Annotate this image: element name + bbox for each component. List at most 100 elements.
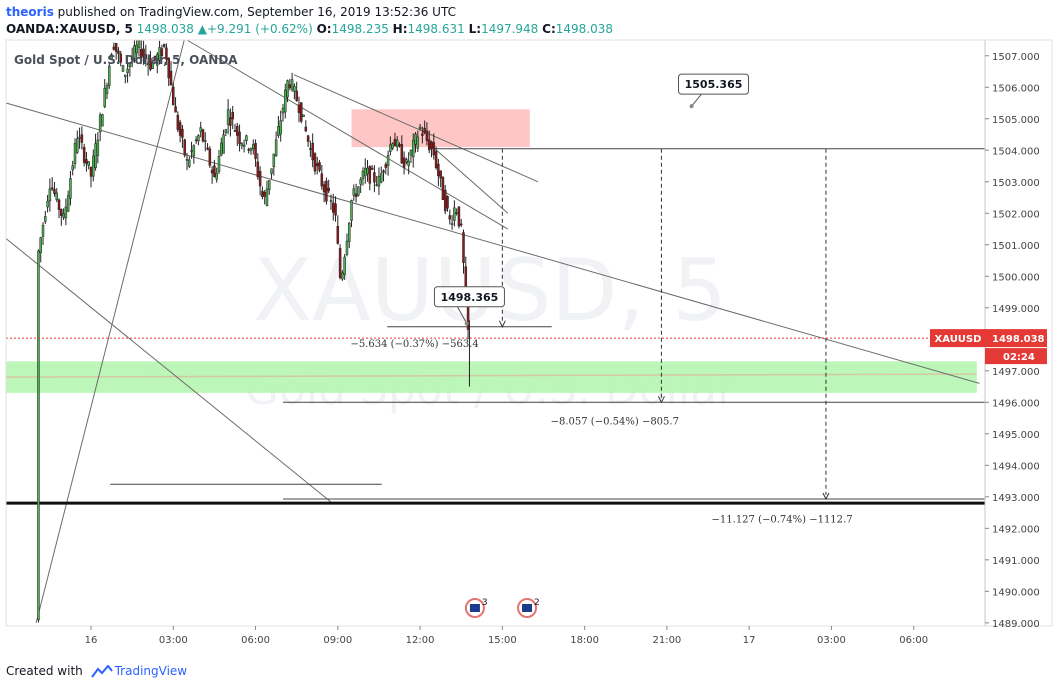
candle-body: [409, 150, 413, 156]
candle-body: [437, 163, 440, 177]
candle-body: [210, 169, 214, 174]
candle-body: [80, 134, 84, 143]
symbol-tag: [930, 329, 986, 348]
candle-body: [103, 88, 106, 107]
candle-body: [206, 147, 209, 150]
projection-arrow-2: [657, 396, 665, 404]
candle-body: [247, 149, 250, 151]
candle-body: [215, 172, 218, 180]
callout-box-1: [678, 73, 750, 95]
candle-body: [459, 223, 463, 226]
candle-body: [201, 129, 205, 142]
candle-body: [272, 153, 276, 168]
candle-body: [121, 65, 125, 72]
price-tick-label: 1505.000: [992, 115, 1040, 126]
candle-body: [242, 144, 246, 147]
publish-info: theoris published on TradingView.com, Se…: [6, 5, 456, 19]
price-tick-label: 1495.000: [992, 430, 1040, 441]
time-tick-label: 03:00: [817, 635, 846, 646]
candle-body: [341, 272, 344, 280]
tradingview-link[interactable]: TradingView: [114, 664, 188, 678]
candle-body: [439, 170, 442, 179]
event-count-1: 3: [482, 598, 488, 608]
candle-body: [361, 170, 365, 179]
candle-body: [277, 125, 280, 136]
callout-label-1: 1505.365: [685, 78, 743, 91]
candle-body: [354, 193, 358, 198]
candle-body: [146, 62, 150, 65]
projection-arrow-3: [822, 492, 830, 501]
time-tick-label: 03:00: [159, 635, 188, 646]
zones-layer: [5, 109, 977, 393]
candle-body: [174, 106, 177, 113]
candle-body: [208, 148, 212, 166]
candle-body: [331, 202, 335, 213]
callout-pointer-2: [457, 306, 468, 324]
price-tick-label: 1502.000: [992, 209, 1040, 220]
candle-body: [446, 196, 449, 209]
author-link[interactable]: theoris: [6, 5, 54, 19]
candle-body: [359, 179, 362, 185]
candle-body: [167, 57, 170, 79]
candle-body: [165, 47, 168, 60]
candle-body: [345, 240, 349, 255]
price-tick-label: 1493.000: [992, 493, 1040, 504]
candle-body: [295, 90, 298, 101]
open-label: O:: [316, 22, 332, 36]
candle-body: [158, 47, 161, 61]
event-count-2: 2: [534, 598, 540, 608]
candle-body: [119, 53, 122, 63]
candle-body: [50, 187, 54, 190]
time-tick-label: 09:00: [323, 635, 352, 646]
candle-body: [153, 55, 157, 61]
trend-down-left: [5, 238, 333, 504]
candle-body: [46, 200, 49, 208]
candle-body: [334, 203, 337, 216]
candle-body: [320, 173, 324, 187]
callout-label-2: 1498.365: [441, 291, 499, 304]
candle-body: [172, 86, 175, 106]
candle-body: [140, 48, 143, 59]
candle-body: [190, 150, 193, 152]
candle-body: [89, 167, 93, 177]
price-tick-label: 1503.000: [992, 178, 1040, 189]
candle-body: [252, 144, 255, 150]
candle-body: [400, 144, 404, 164]
high-value: 1498.631: [407, 22, 465, 36]
candle-body: [327, 187, 330, 192]
candle-body: [316, 163, 319, 167]
measurement-label-1: −5.634 (−0.37%) −563.4: [350, 339, 478, 350]
candle-body: [199, 127, 202, 132]
published-text: published on TradingView.com, September …: [53, 5, 456, 19]
candle-body: [128, 63, 132, 67]
price-tick-label: 1492.000: [992, 524, 1040, 535]
time-tick-label: 12:00: [406, 635, 435, 646]
candle-body: [197, 135, 200, 142]
price-tick-label: 1506.000: [992, 83, 1040, 94]
price-tick-label: 1489.000: [992, 619, 1040, 630]
candle-body: [393, 139, 397, 147]
candle-body: [226, 109, 230, 125]
candle-body: [151, 62, 154, 69]
candle-body: [105, 85, 109, 94]
candle-body: [55, 192, 58, 200]
candle-body: [290, 79, 294, 90]
price-tick-label: 1500.000: [992, 272, 1040, 283]
trend-long-down: [5, 102, 980, 384]
candle-body: [240, 143, 244, 146]
candle-body: [421, 133, 424, 136]
candle-body: [270, 168, 273, 174]
candle-body: [130, 57, 134, 61]
candle-body: [108, 65, 111, 86]
candle-body: [268, 180, 271, 191]
candle-body: [92, 155, 95, 177]
footer: Created with TradingView: [6, 664, 187, 678]
candle-body: [156, 54, 159, 66]
supply-zone: [351, 109, 530, 148]
candle-body: [416, 136, 420, 149]
countdown-tag: [985, 348, 1047, 365]
event-flag-us-icon: [522, 604, 533, 612]
candle-body: [44, 216, 47, 222]
candle-body: [382, 170, 385, 173]
